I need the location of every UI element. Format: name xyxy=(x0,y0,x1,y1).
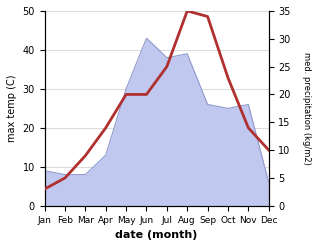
Y-axis label: med. precipitation (kg/m2): med. precipitation (kg/m2) xyxy=(302,52,311,165)
Y-axis label: max temp (C): max temp (C) xyxy=(7,75,17,142)
X-axis label: date (month): date (month) xyxy=(115,230,198,240)
